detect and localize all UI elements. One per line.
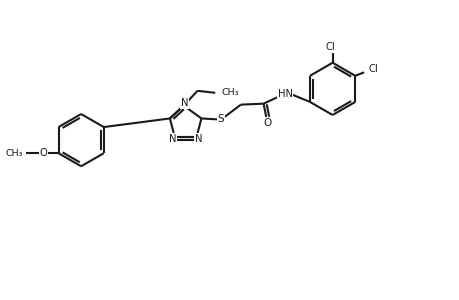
- Text: Cl: Cl: [325, 42, 334, 52]
- Text: O: O: [40, 148, 47, 158]
- Text: CH₃: CH₃: [5, 149, 22, 158]
- Text: N: N: [194, 134, 202, 144]
- Text: S: S: [218, 114, 224, 124]
- Text: N: N: [169, 134, 176, 144]
- Text: CH₃: CH₃: [221, 88, 239, 97]
- Text: HN: HN: [277, 89, 292, 99]
- Text: Cl: Cl: [367, 64, 377, 74]
- Text: N: N: [180, 98, 188, 108]
- Text: O: O: [263, 118, 270, 128]
